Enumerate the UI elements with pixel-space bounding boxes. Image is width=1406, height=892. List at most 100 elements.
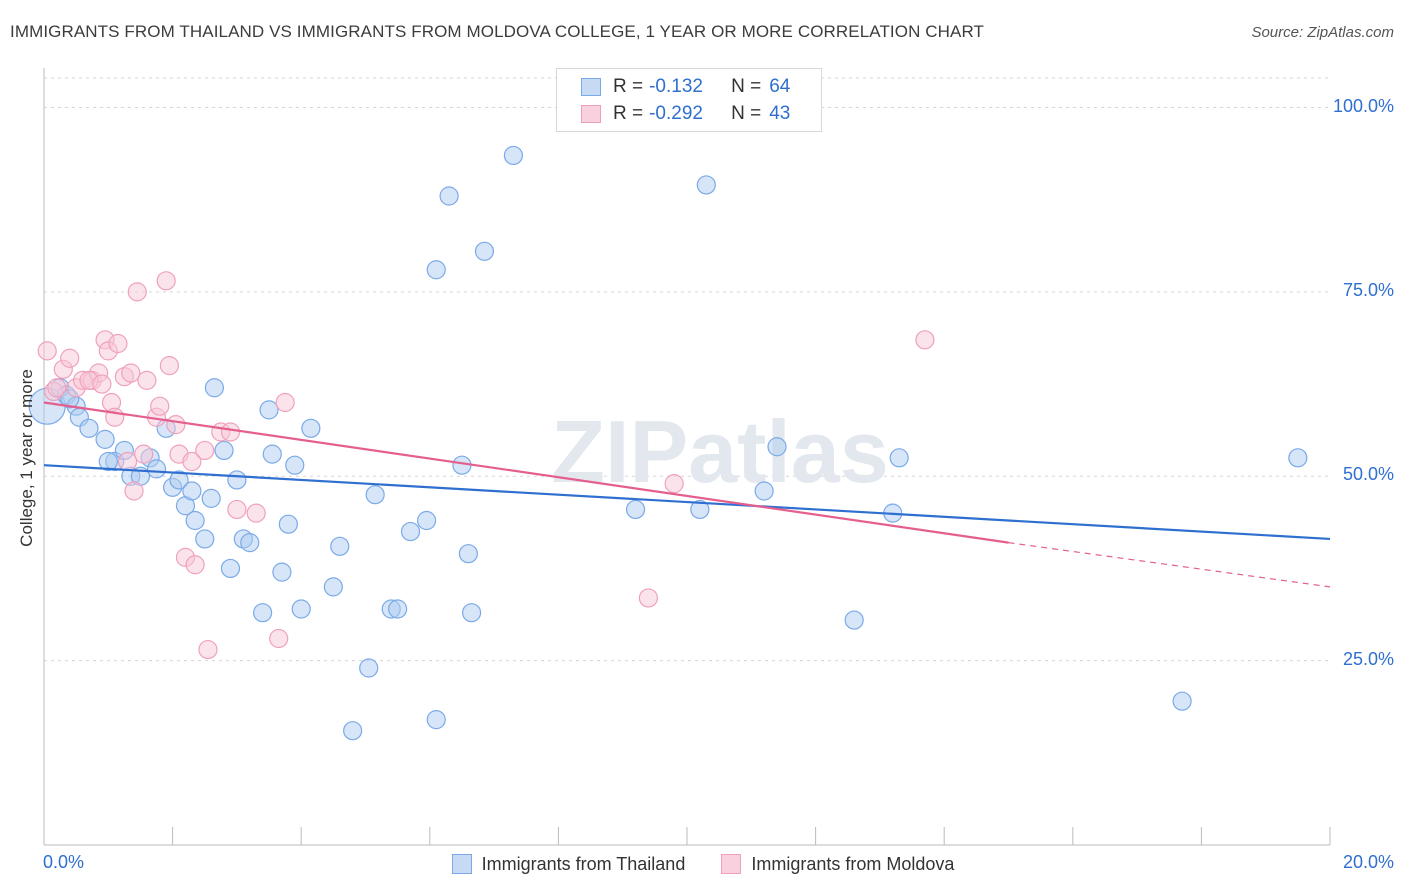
point-moldova [198, 639, 218, 660]
point-thailand [365, 485, 385, 505]
point-thailand [388, 599, 408, 619]
y-tick-label: 50.0% [1342, 464, 1394, 485]
point-thailand [169, 470, 189, 490]
point-thailand [79, 418, 99, 438]
point-thailand [439, 186, 459, 206]
legend-swatch-thailand [451, 854, 472, 874]
point-thailand [461, 603, 482, 623]
legend-r-key: R = [613, 103, 644, 124]
point-moldova [664, 474, 684, 494]
point-moldova [915, 330, 935, 350]
point-thailand [1172, 691, 1192, 711]
point-thailand [474, 241, 495, 261]
point-moldova [117, 451, 138, 472]
point-thailand [201, 488, 221, 508]
point-moldova [108, 333, 128, 354]
point-thailand [696, 175, 716, 195]
point-thailand [426, 260, 446, 280]
point-thailand [98, 451, 118, 472]
legend-n-key: N = [731, 103, 762, 124]
point-moldova [47, 378, 67, 398]
point-thailand [458, 544, 478, 564]
point-moldova [121, 363, 141, 383]
point-moldova [124, 481, 144, 501]
legend-r-value: -0.132 [649, 76, 703, 97]
point-moldova [182, 451, 202, 472]
legend-n-value: 43 [769, 103, 791, 124]
point-thailand [625, 499, 646, 520]
point-thailand [690, 499, 710, 520]
point-moldova [195, 440, 215, 461]
point-thailand [343, 721, 363, 741]
point-moldova [127, 282, 147, 302]
legend-label-moldova: Immigrants from Moldova [751, 853, 955, 874]
watermark: ZIPatlas [551, 402, 888, 501]
point-thailand [323, 577, 343, 597]
point-moldova [150, 396, 170, 416]
point-thailand [146, 459, 167, 479]
point-moldova [166, 415, 186, 435]
point-moldova [37, 341, 57, 361]
point-moldova [638, 588, 659, 608]
legend-swatch-thailand [581, 78, 601, 96]
gridlines [44, 77, 1330, 662]
chart-source: Source: ZipAtlas.com [1251, 24, 1394, 41]
point-thailand [272, 562, 292, 582]
point-moldova [60, 348, 80, 368]
point-moldova [269, 628, 289, 649]
point-thailand [240, 533, 260, 553]
point-thailand [285, 455, 305, 475]
axes [43, 68, 1331, 846]
point-moldova [92, 374, 112, 394]
point-moldova [220, 422, 241, 442]
point-thailand [844, 610, 864, 630]
point-thailand [214, 440, 234, 461]
point-thailand [182, 481, 202, 501]
legend-item-moldova[interactable]: Immigrants from Moldova [721, 854, 954, 875]
legend-swatch-moldova [721, 854, 742, 874]
point-moldova [275, 392, 295, 413]
legend-swatch-moldova [581, 105, 601, 123]
point-moldova [246, 503, 266, 523]
y-tick-label: 25.0% [1342, 648, 1394, 669]
point-moldova [185, 555, 205, 575]
legend-n-key: N = [731, 76, 762, 97]
point-thailand [262, 444, 282, 464]
scatter-points [28, 145, 1308, 741]
point-moldova [134, 444, 154, 464]
point-thailand [291, 599, 311, 619]
legend-r-value: -0.292 [649, 103, 703, 124]
point-thailand [278, 514, 298, 534]
legend-item-thailand[interactable]: Immigrants from Thailand [451, 853, 686, 875]
point-thailand [330, 536, 350, 556]
point-thailand [503, 145, 523, 166]
point-thailand [416, 510, 437, 531]
point-thailand [359, 658, 379, 678]
trend-line-thailand [43, 464, 1331, 541]
point-thailand [301, 418, 321, 438]
y-tick-label: 75.0% [1342, 279, 1394, 300]
legend-label-thailand: Immigrants from Thailand [481, 853, 686, 874]
y-axis-label: College, 1 year or more [17, 369, 36, 547]
point-moldova [156, 271, 176, 291]
point-thailand [95, 429, 115, 449]
point-thailand [889, 448, 909, 468]
point-thailand [220, 558, 241, 579]
legend-row-moldova: R = -0.292 N = 43 [581, 102, 790, 126]
point-thailand [204, 378, 224, 398]
legend-n-value: 64 [769, 76, 791, 97]
point-thailand [1288, 448, 1308, 468]
series-legend: Immigrants from Thailand Immigrants from… [0, 852, 1406, 876]
point-thailand [195, 529, 215, 549]
legend-row-thailand: R = -0.132 N = 64 [581, 75, 790, 99]
point-thailand [227, 470, 247, 490]
trend-lines [43, 401, 1331, 588]
legend-r-key: R = [613, 76, 644, 97]
point-thailand [259, 400, 279, 420]
chart-title: IMMIGRANTS FROM THAILAND VS IMMIGRANTS F… [10, 22, 985, 41]
y-tick-label: 100.0% [1332, 95, 1394, 116]
point-thailand [253, 603, 273, 623]
point-moldova [159, 356, 179, 376]
point-thailand [767, 437, 787, 457]
